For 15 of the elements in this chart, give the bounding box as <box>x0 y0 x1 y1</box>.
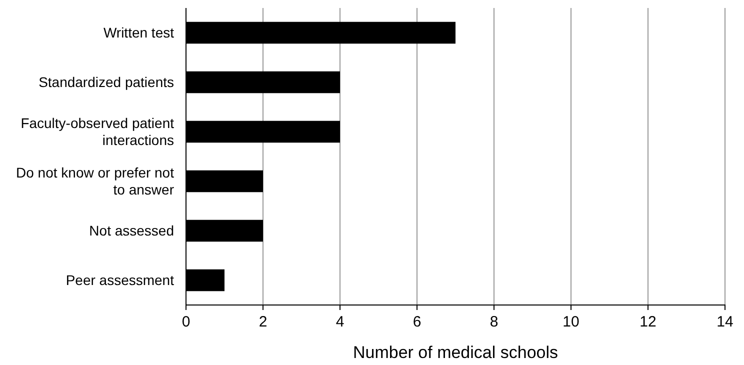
y-tick-label: Do not know or prefer not to answer <box>16 164 174 198</box>
y-tick-label: Peer assessment <box>66 272 174 288</box>
x-tick-label: 0 <box>182 314 190 330</box>
y-tick-label: Faculty-observed patient interactions <box>20 115 174 148</box>
x-tick-label: 4 <box>336 314 344 330</box>
y-tick-label: Standardized patients <box>38 74 174 90</box>
x-tick-label: 10 <box>562 314 580 330</box>
x-axis-title: Number of medical schools <box>352 343 558 362</box>
x-tick-label: 8 <box>490 314 498 330</box>
y-tick-label: Written test <box>103 24 174 41</box>
x-tick-label: 2 <box>258 314 268 330</box>
x-tick-label: 12 <box>640 314 656 330</box>
y-tick-label: Not assessed <box>89 222 174 239</box>
x-tick-label: 14 <box>716 314 734 330</box>
x-tick-label: 6 <box>412 314 422 330</box>
